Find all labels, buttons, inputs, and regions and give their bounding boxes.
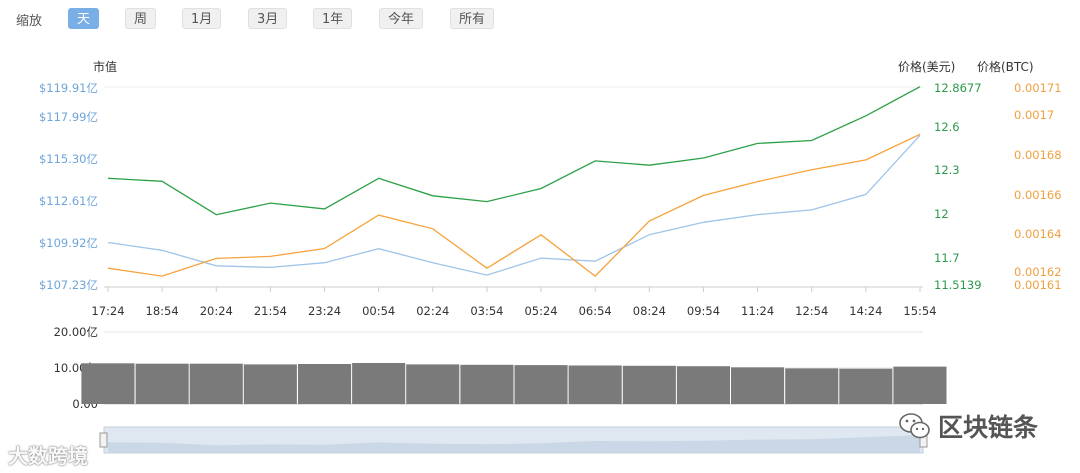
x-tick-label: 21:54 [254,304,287,318]
x-tick-label: 03:54 [470,304,503,318]
cap-tick-label: $117.99亿 [39,110,98,124]
x-tick-label: 17:24 [91,304,124,318]
volume-bar [893,366,947,404]
zoom-button-week[interactable]: 周 [125,8,157,29]
volume-bar [514,365,568,404]
cap-tick-label: $115.30亿 [39,152,98,166]
volume-bar [352,363,406,404]
zoom-toolbar: 缩放 天 周 1月 3月 1年 今年 所有 [0,0,1080,36]
x-tick-label: 05:24 [524,304,557,318]
usd-tick-label: 11.7 [934,251,960,265]
cap-tick-label: $109.92亿 [39,236,98,250]
zoom-button-all[interactable]: 所有 [450,8,495,29]
usd-tick-label: 12.6 [934,120,960,134]
x-tick-label: 00:54 [362,304,395,318]
x-tick-label: 11:24 [741,304,774,318]
x-tick-label: 06:54 [579,304,612,318]
volume-bar [731,367,785,404]
btc-tick-label: 0.00166 [1014,188,1062,202]
volume-bar [81,363,135,404]
zoom-button-ytd[interactable]: 今年 [379,8,424,29]
market-cap-line [107,134,921,276]
volume-bar [189,363,243,404]
zoom-button-1year[interactable]: 1年 [313,8,353,29]
volume-bar [135,363,189,404]
watermark-right: 区块链条 [898,408,1038,444]
zoom-label: 缩放 [16,14,43,29]
x-tick-label: 18:54 [146,304,179,318]
volume-bar [460,364,514,404]
volume-bar [622,365,676,404]
volume-bar [298,364,352,404]
x-axis-ticks: 17:24 18:54 20:24 21:54 23:24 00:54 02:24 03:54… [91,287,937,318]
zoom-button-day[interactable]: 天 [68,8,100,29]
wechat-icon [899,413,930,439]
volume-bar [839,368,893,404]
x-tick-label: 12:54 [795,304,828,318]
volume-bar [676,366,730,404]
x-tick-label: 09:54 [687,304,720,318]
volume-tick-label: 20.00亿 [54,325,98,339]
btc-tick-label: 0.00164 [1014,227,1062,241]
watermark-left: 大数跨境 [8,440,88,469]
x-tick-label: 15:54 [903,304,936,318]
price-usd-axis-title: 价格(美元) [898,59,955,74]
btc-tick-label: 0.00171 [1014,81,1062,95]
usd-tick-label: 12.8677 [934,81,982,95]
usd-tick-label: 11.5139 [934,278,982,292]
usd-tick-label: 12 [934,207,949,221]
x-tick-label: 20:24 [200,304,233,318]
navigator-left-handle[interactable] [99,432,108,448]
market-cap-axis-title: 市值 [93,59,117,74]
volume-bars [81,363,947,404]
price-usd-line [107,86,921,216]
usd-tick-label: 12.3 [934,163,960,177]
cap-tick-label: $107.23亿 [39,278,98,292]
x-tick-label: 14:24 [849,304,882,318]
volume-bar [243,364,297,404]
volume-bar [568,365,622,404]
x-tick-label: 02:24 [416,304,449,318]
watermark-right-text: 区块链条 [938,413,1039,442]
cap-tick-label: $119.91亿 [39,81,98,95]
watermark-left-text: 大数跨境 [8,444,88,468]
btc-tick-label: 0.00168 [1014,148,1062,162]
btc-tick-label: 0.00162 [1014,265,1062,279]
x-tick-label: 08:24 [633,304,666,318]
btc-tick-label: 0.00161 [1014,278,1062,292]
price-btc-axis-title: 价格(BTC) [977,59,1034,74]
price-btc-line [107,133,921,277]
zoom-button-3month[interactable]: 3月 [248,8,288,29]
x-tick-label: 23:24 [308,304,341,318]
cap-tick-label: $112.61亿 [39,194,98,208]
volume-bar [785,368,839,404]
navigator-series [108,435,920,453]
zoom-button-1month[interactable]: 1月 [182,8,222,29]
btc-tick-label: 0.0017 [1014,108,1054,122]
volume-bar [406,364,460,404]
